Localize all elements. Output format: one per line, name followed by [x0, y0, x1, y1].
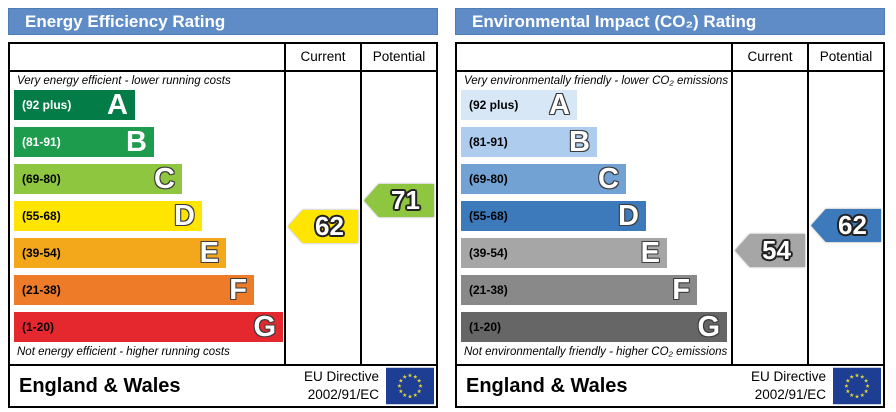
column-divider	[731, 44, 733, 364]
column-header-current: Current	[300, 49, 346, 64]
band-letter: D	[174, 200, 195, 232]
band-letter: A	[549, 89, 570, 121]
band-letter: F	[672, 274, 690, 306]
potential-rating-value: 62	[838, 210, 867, 240]
band-letter: C	[154, 163, 175, 195]
chart-footer: England & Wales EU Directive 2002/91/EC	[457, 364, 883, 406]
column-divider	[807, 44, 809, 364]
column-header-row: Current Potential	[457, 44, 883, 72]
band-letter: G	[697, 311, 720, 343]
band-range-label: (39-54)	[469, 246, 508, 260]
current-rating-arrow: 62	[288, 210, 358, 243]
eu-flag-icon	[833, 367, 881, 405]
band-letter: D	[618, 200, 639, 232]
region-label: England & Wales	[466, 374, 628, 397]
band-e: (39-54) E	[14, 238, 226, 268]
column-header-potential: Potential	[819, 49, 873, 64]
band-b: (81-91) B	[14, 127, 154, 157]
band-range-label: (81-91)	[22, 135, 61, 149]
column-divider	[360, 44, 362, 364]
band-range-label: (92 plus)	[469, 98, 519, 112]
band-letter: E	[199, 237, 219, 269]
column-header-current: Current	[747, 49, 793, 64]
band-letter: B	[126, 126, 147, 158]
energy-efficiency-chart: Energy Efficiency Rating Current Potenti…	[8, 8, 438, 408]
band-range-label: (39-54)	[22, 246, 61, 260]
band-d: (55-68) D	[14, 201, 202, 231]
column-header-potential: Potential	[372, 49, 426, 64]
bottom-caption: Not environmentally friendly - higher CO…	[464, 346, 728, 358]
band-letter: E	[640, 237, 660, 269]
band-letter: B	[569, 126, 590, 158]
band-letter: C	[598, 163, 619, 195]
potential-rating-arrow: 71	[364, 184, 434, 217]
band-g: (1-20) G	[461, 312, 727, 342]
band-c: (69-80) C	[461, 164, 626, 194]
environmental-impact-chart: Environmental Impact (CO₂) Rating Curren…	[455, 8, 885, 408]
eu-flag-icon	[386, 367, 434, 405]
environmental-chart-table: Current Potential Very environmentally f…	[455, 42, 885, 408]
band-d: (55-68) D	[461, 201, 646, 231]
band-range-label: (55-68)	[22, 209, 61, 223]
energy-chart-table: Current Potential Very energy efficient …	[8, 42, 438, 408]
band-f: (21-38) F	[14, 275, 254, 305]
band-range-label: (81-91)	[469, 135, 508, 149]
band-g: (1-20) G	[14, 312, 283, 342]
bottom-caption: Not energy efficient - higher running co…	[17, 346, 230, 358]
current-rating-value: 62	[315, 211, 344, 241]
rating-bands: (92 plus) A (81-91) B (69-80) C (55-68) …	[14, 90, 283, 349]
band-range-label: (92 plus)	[22, 98, 72, 112]
eu-directive-label: EU Directive 2002/91/EC	[303, 369, 379, 402]
band-e: (39-54) E	[461, 238, 667, 268]
band-range-label: (21-38)	[469, 283, 508, 297]
band-range-label: (21-38)	[22, 283, 61, 297]
potential-rating-arrow: 62	[811, 209, 881, 242]
band-a: (92 plus) A	[461, 90, 577, 120]
band-range-label: (69-80)	[22, 172, 61, 186]
eu-directive-label: EU Directive 2002/91/EC	[750, 369, 826, 402]
band-c: (69-80) C	[14, 164, 182, 194]
column-divider	[284, 44, 286, 364]
current-rating-value: 54	[762, 235, 791, 265]
column-header-row: Current Potential	[10, 44, 436, 72]
band-letter: F	[229, 274, 247, 306]
band-range-label: (1-20)	[22, 320, 55, 334]
potential-rating-value: 71	[391, 185, 420, 215]
region-label: England & Wales	[19, 374, 181, 397]
band-letter: A	[107, 89, 128, 121]
rating-bands: (92 plus) A (81-91) B (69-80) C (55-68) …	[461, 90, 727, 349]
band-a: (92 plus) A	[14, 90, 135, 120]
current-rating-arrow: 54	[735, 234, 805, 267]
band-range-label: (69-80)	[469, 172, 508, 186]
band-f: (21-38) F	[461, 275, 697, 305]
energy-chart-title-bar: Energy Efficiency Rating	[8, 8, 438, 35]
band-range-label: (55-68)	[469, 209, 508, 223]
band-letter: G	[253, 311, 276, 343]
top-caption: Very energy efficient - lower running co…	[17, 75, 231, 87]
top-caption: Very environmentally friendly - lower CO…	[464, 75, 729, 87]
environmental-chart-title-bar: Environmental Impact (CO₂) Rating	[455, 8, 885, 35]
chart-footer: England & Wales EU Directive 2002/91/EC	[10, 364, 436, 406]
band-b: (81-91) B	[461, 127, 597, 157]
band-range-label: (1-20)	[469, 320, 502, 334]
